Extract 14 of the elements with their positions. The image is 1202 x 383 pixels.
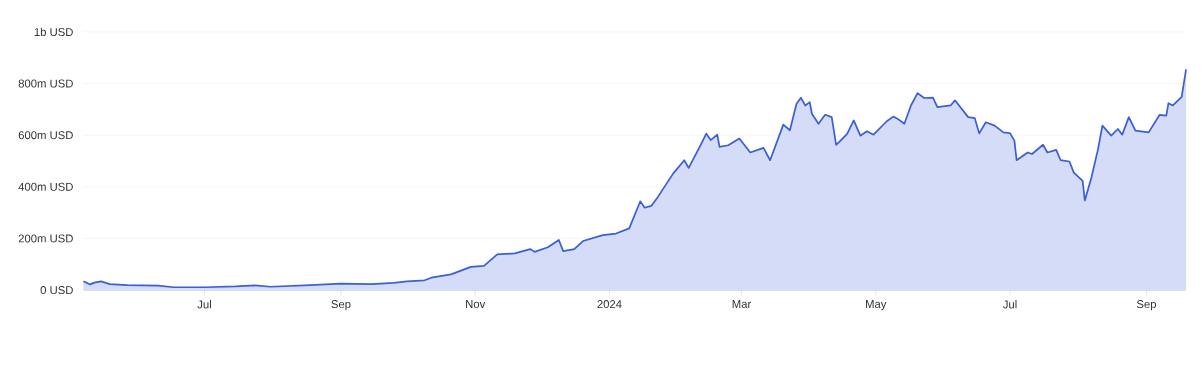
x-tick-label: 2024 [597, 300, 622, 309]
y-tick-label: 400m USD [18, 182, 73, 191]
y-tick-label: 800m USD [18, 79, 73, 88]
y-tick-label: 200m USD [18, 234, 73, 243]
y-tick-label: 1b USD [34, 27, 73, 37]
x-tick-label: Jul [1002, 300, 1017, 309]
x-tick-label: Mar [732, 300, 752, 309]
x-tick-label: Nov [466, 300, 486, 309]
x-tick-label: Sep [1136, 300, 1157, 311]
y-tick-label: 600m USD [18, 131, 73, 140]
x-tick-label: May [866, 300, 887, 311]
x-tick-label: Jul [197, 300, 211, 309]
x-tick-label: Sep [331, 300, 351, 311]
y-tick-label: 0 USD [40, 286, 73, 295]
